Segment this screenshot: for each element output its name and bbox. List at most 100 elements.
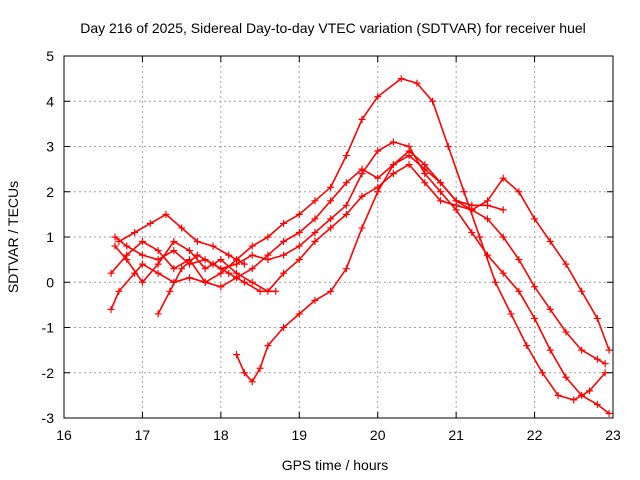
data-point: [499, 233, 507, 241]
y-tick-label: -3: [42, 410, 55, 426]
data-point: [374, 93, 382, 101]
data-point: [484, 201, 492, 209]
data-point: [436, 197, 444, 205]
data-point: [484, 251, 492, 259]
data-point: [209, 260, 217, 268]
y-tick-label: -2: [42, 365, 55, 381]
data-point: [185, 274, 193, 282]
data-point: [256, 287, 264, 295]
data-point: [342, 201, 350, 209]
data-point: [342, 152, 350, 160]
data-point: [484, 215, 492, 223]
data-point: [405, 147, 413, 155]
data-point: [389, 138, 397, 146]
x-tick-label: 20: [370, 427, 386, 443]
x-tick-label: 17: [135, 427, 151, 443]
data-point: [374, 174, 382, 182]
y-tick-label: 2: [46, 184, 54, 200]
data-point: [115, 287, 123, 295]
data-point: [311, 296, 319, 304]
data-point: [123, 256, 131, 264]
data-point: [233, 351, 241, 359]
data-point: [264, 233, 272, 241]
data-point: [217, 256, 225, 264]
data-point: [342, 210, 350, 218]
data-point: [531, 215, 539, 223]
data-point: [225, 269, 233, 277]
data-point: [593, 314, 601, 322]
data-point: [436, 188, 444, 196]
data-point: [248, 242, 256, 250]
y-tick-label: 1: [46, 229, 54, 245]
data-point: [562, 373, 570, 381]
data-point: [240, 260, 248, 268]
data-point: [185, 247, 193, 255]
data-point: [523, 342, 531, 350]
data-point: [217, 283, 225, 291]
data-point: [295, 256, 303, 264]
data-point: [311, 215, 319, 223]
y-tick-label: 3: [46, 139, 54, 155]
data-point: [138, 278, 146, 286]
data-point: [146, 219, 154, 227]
series-track-1: [107, 75, 609, 404]
data-point: [264, 251, 272, 259]
data-point: [170, 238, 178, 246]
data-point: [280, 219, 288, 227]
data-point: [358, 224, 366, 232]
data-point: [358, 192, 366, 200]
data-point: [605, 346, 613, 354]
data-point: [248, 278, 256, 286]
data-point: [452, 197, 460, 205]
data-point: [178, 265, 186, 273]
data-point: [295, 228, 303, 236]
data-point: [272, 287, 280, 295]
x-tick-label: 22: [527, 427, 543, 443]
x-tick-label: 16: [56, 427, 72, 443]
data-point: [327, 215, 335, 223]
data-point: [154, 310, 162, 318]
data-point: [342, 179, 350, 187]
y-tick-label: 4: [46, 93, 54, 109]
data-point: [538, 369, 546, 377]
data-point: [138, 238, 146, 246]
data-point: [429, 97, 437, 105]
data-point: [444, 143, 452, 150]
data-point: [546, 238, 554, 246]
data-point: [280, 269, 288, 277]
data-point: [342, 265, 350, 273]
data-point: [507, 310, 515, 318]
series-track-2: [111, 138, 613, 417]
data-point: [593, 355, 601, 363]
data-point: [358, 115, 366, 123]
data-point: [131, 228, 139, 236]
data-point: [233, 269, 241, 277]
data-point: [225, 251, 233, 259]
data-point: [280, 324, 288, 331]
data-point: [327, 287, 335, 295]
data-point: [578, 391, 586, 399]
series-group: [107, 75, 613, 417]
data-point: [578, 346, 586, 354]
data-point: [546, 346, 554, 354]
data-point: [413, 79, 421, 87]
data-point: [499, 206, 507, 214]
data-point: [170, 247, 178, 255]
data-point: [256, 364, 264, 372]
data-point: [468, 228, 476, 236]
grid: [64, 56, 613, 418]
data-point: [499, 174, 507, 182]
data-point: [201, 278, 209, 286]
data-point: [515, 256, 523, 264]
series-track-5: [154, 251, 280, 318]
data-point: [476, 233, 484, 241]
data-point: [389, 170, 397, 178]
data-point: [111, 242, 119, 250]
series-line: [235, 150, 504, 383]
data-point: [107, 305, 115, 313]
data-point: [311, 238, 319, 246]
series-track-3: [107, 152, 613, 354]
data-point: [327, 183, 335, 191]
